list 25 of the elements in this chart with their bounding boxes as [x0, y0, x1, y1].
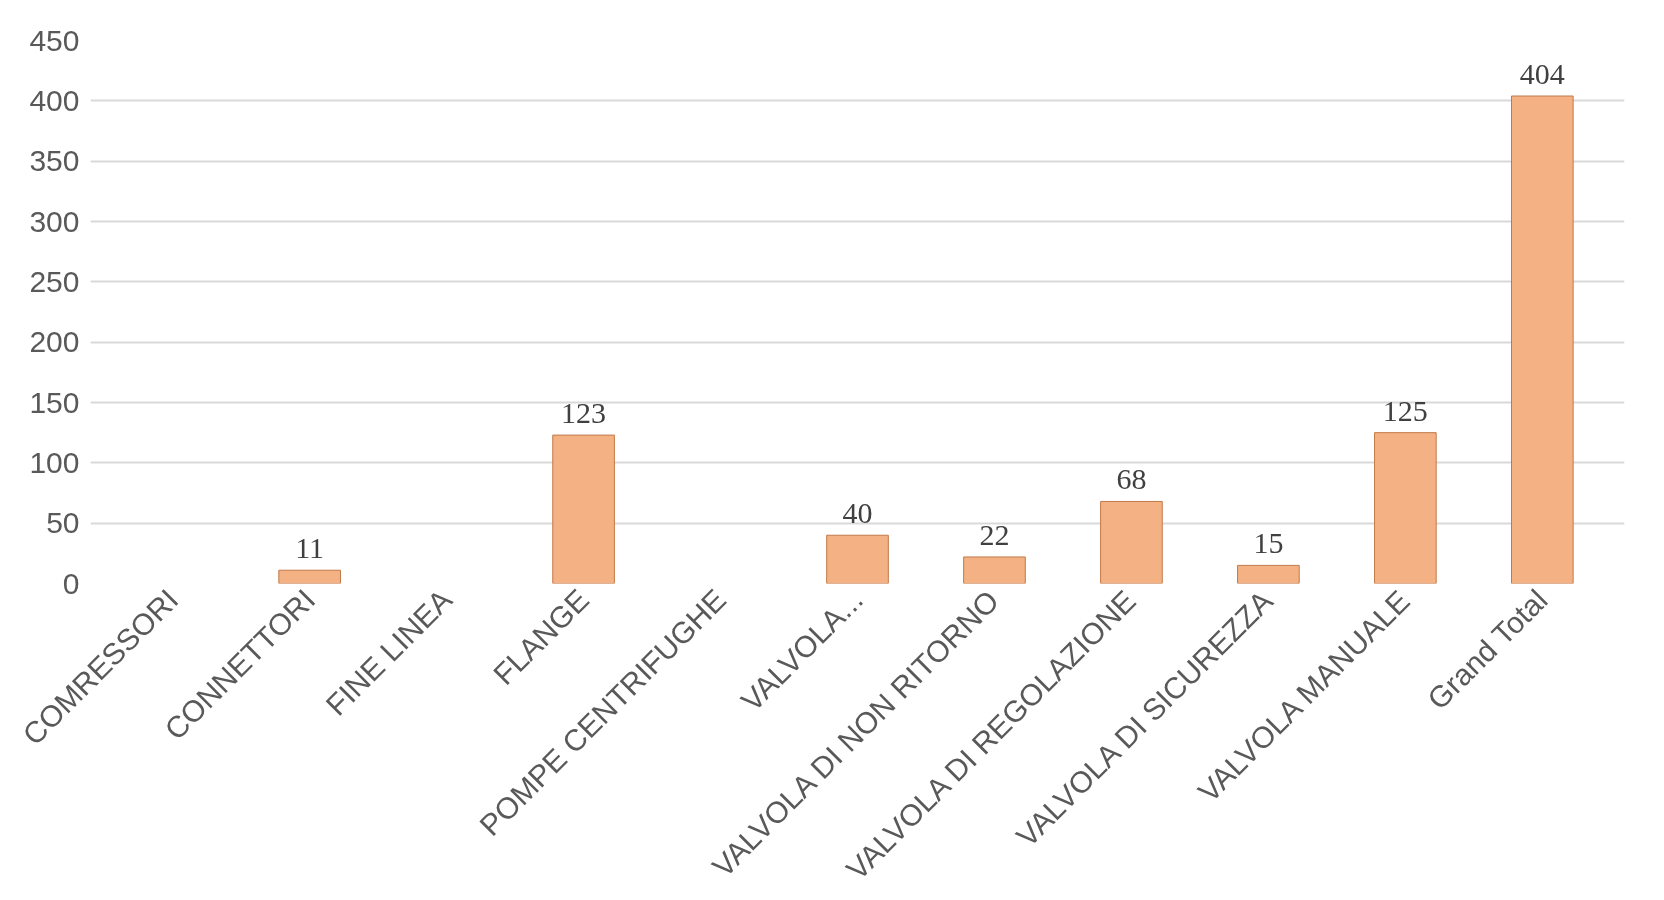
y-tick-label: 150: [29, 385, 80, 419]
bar: [826, 534, 889, 584]
data-label: 15: [1253, 526, 1284, 560]
bar: [278, 569, 341, 584]
data-label: 125: [1382, 393, 1428, 427]
data-label: 123: [561, 396, 607, 430]
data-label: 404: [1519, 57, 1565, 91]
y-tick-label: 350: [29, 144, 80, 178]
data-label: 68: [1116, 462, 1147, 496]
bar: [1100, 500, 1163, 584]
bar: [1511, 95, 1574, 584]
data-label: 22: [979, 517, 1010, 551]
y-tick-label: 300: [29, 204, 80, 238]
bar: [1374, 432, 1437, 584]
y-tick-label: 100: [29, 445, 80, 479]
y-tick-label: 250: [29, 264, 80, 298]
bar: [963, 556, 1026, 584]
y-tick-label: 50: [46, 506, 80, 540]
bar: [552, 434, 615, 584]
y-tick-label: 200: [29, 325, 80, 359]
y-tick-label: 400: [29, 83, 80, 117]
bar: [1237, 564, 1300, 584]
y-tick-label: 450: [29, 23, 80, 57]
data-label: 11: [295, 531, 325, 565]
data-label: 40: [842, 496, 873, 530]
